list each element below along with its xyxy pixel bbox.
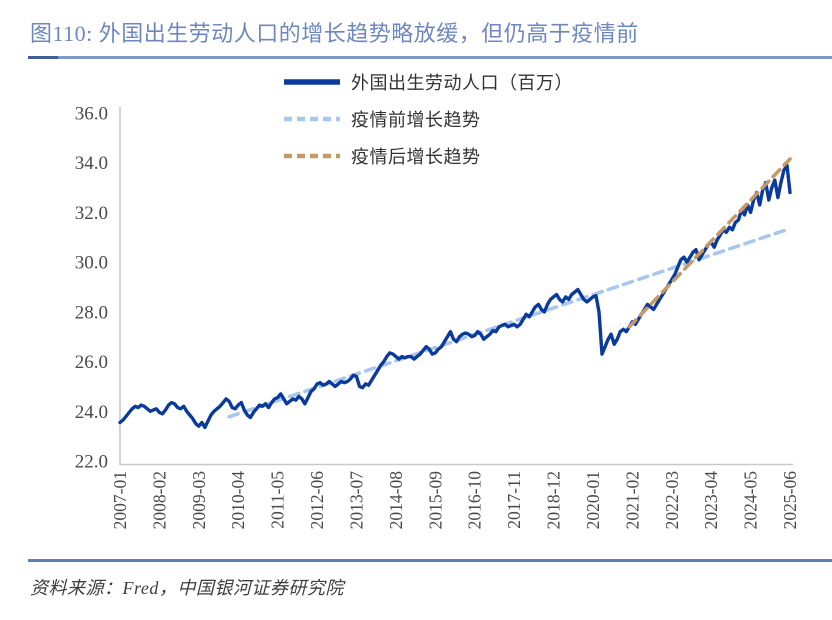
svg-text:2021-02: 2021-02 (622, 471, 642, 529)
svg-text:32.0: 32.0 (75, 203, 108, 224)
legend-label: 疫情前增长趋势 (351, 110, 481, 130)
figure-title: 图110: 外国出生劳动人口的增长趋势略放缓，但仍高于疫情前 (30, 21, 639, 46)
svg-text:2024-05: 2024-05 (741, 471, 761, 530)
svg-text:34.0: 34.0 (75, 153, 108, 174)
svg-text:22.0: 22.0 (75, 452, 108, 473)
legend-item-labor-force: 外国出生劳动人口（百万） (283, 69, 573, 95)
svg-text:2008-02: 2008-02 (149, 471, 169, 529)
svg-text:2011-05: 2011-05 (268, 471, 288, 529)
solid-line-swatch-icon (284, 79, 340, 85)
dashed-line-swatch-icon (284, 153, 340, 159)
footer-divider (28, 559, 832, 562)
line-chart: 22.0 24.0 26.0 28.0 30.0 32.0 34.0 36.0 2007-01 2… (75, 104, 800, 530)
svg-text:30.0: 30.0 (75, 253, 108, 274)
svg-text:2020-01: 2020-01 (583, 471, 603, 529)
svg-text:24.0: 24.0 (75, 402, 108, 423)
dashed-line-swatch-icon (284, 116, 340, 122)
source-note: 资料来源：Fred，中国银河证券研究院 (30, 578, 344, 598)
legend-item-pre-pandemic-trend: 疫情前增长趋势 (283, 106, 573, 132)
svg-text:2007-01: 2007-01 (110, 471, 130, 529)
svg-text:2013-07: 2013-07 (347, 471, 367, 530)
svg-text:2017-11: 2017-11 (504, 471, 524, 529)
svg-text:36.0: 36.0 (75, 104, 108, 125)
svg-text:2015-09: 2015-09 (425, 471, 445, 530)
legend-label: 外国出生劳动人口（百万） (351, 73, 573, 93)
svg-text:2009-03: 2009-03 (189, 471, 209, 530)
title-divider-accent (28, 56, 58, 59)
legend-item-post-pandemic-trend: 疫情后增长趋势 (283, 143, 573, 169)
svg-text:2016-10: 2016-10 (465, 471, 485, 530)
svg-text:2010-04: 2010-04 (228, 471, 248, 530)
title-divider (28, 56, 832, 59)
svg-text:2014-08: 2014-08 (386, 471, 406, 530)
chart-area: 外国出生劳动人口（百万） 疫情前增长趋势 疫情后增长趋势 22.0 24.0 26.… (0, 59, 832, 559)
svg-text:2025-06: 2025-06 (780, 471, 800, 530)
svg-text:2012-06: 2012-06 (307, 471, 327, 530)
legend-label: 疫情后增长趋势 (351, 147, 481, 167)
svg-text:2023-04: 2023-04 (701, 471, 721, 530)
svg-text:26.0: 26.0 (75, 352, 108, 373)
svg-text:2022-03: 2022-03 (662, 471, 682, 530)
svg-text:2018-12: 2018-12 (544, 471, 564, 529)
svg-text:28.0: 28.0 (75, 302, 108, 323)
chart-legend: 外国出生劳动人口（百万） 疫情前增长趋势 疫情后增长趋势 (283, 69, 573, 169)
